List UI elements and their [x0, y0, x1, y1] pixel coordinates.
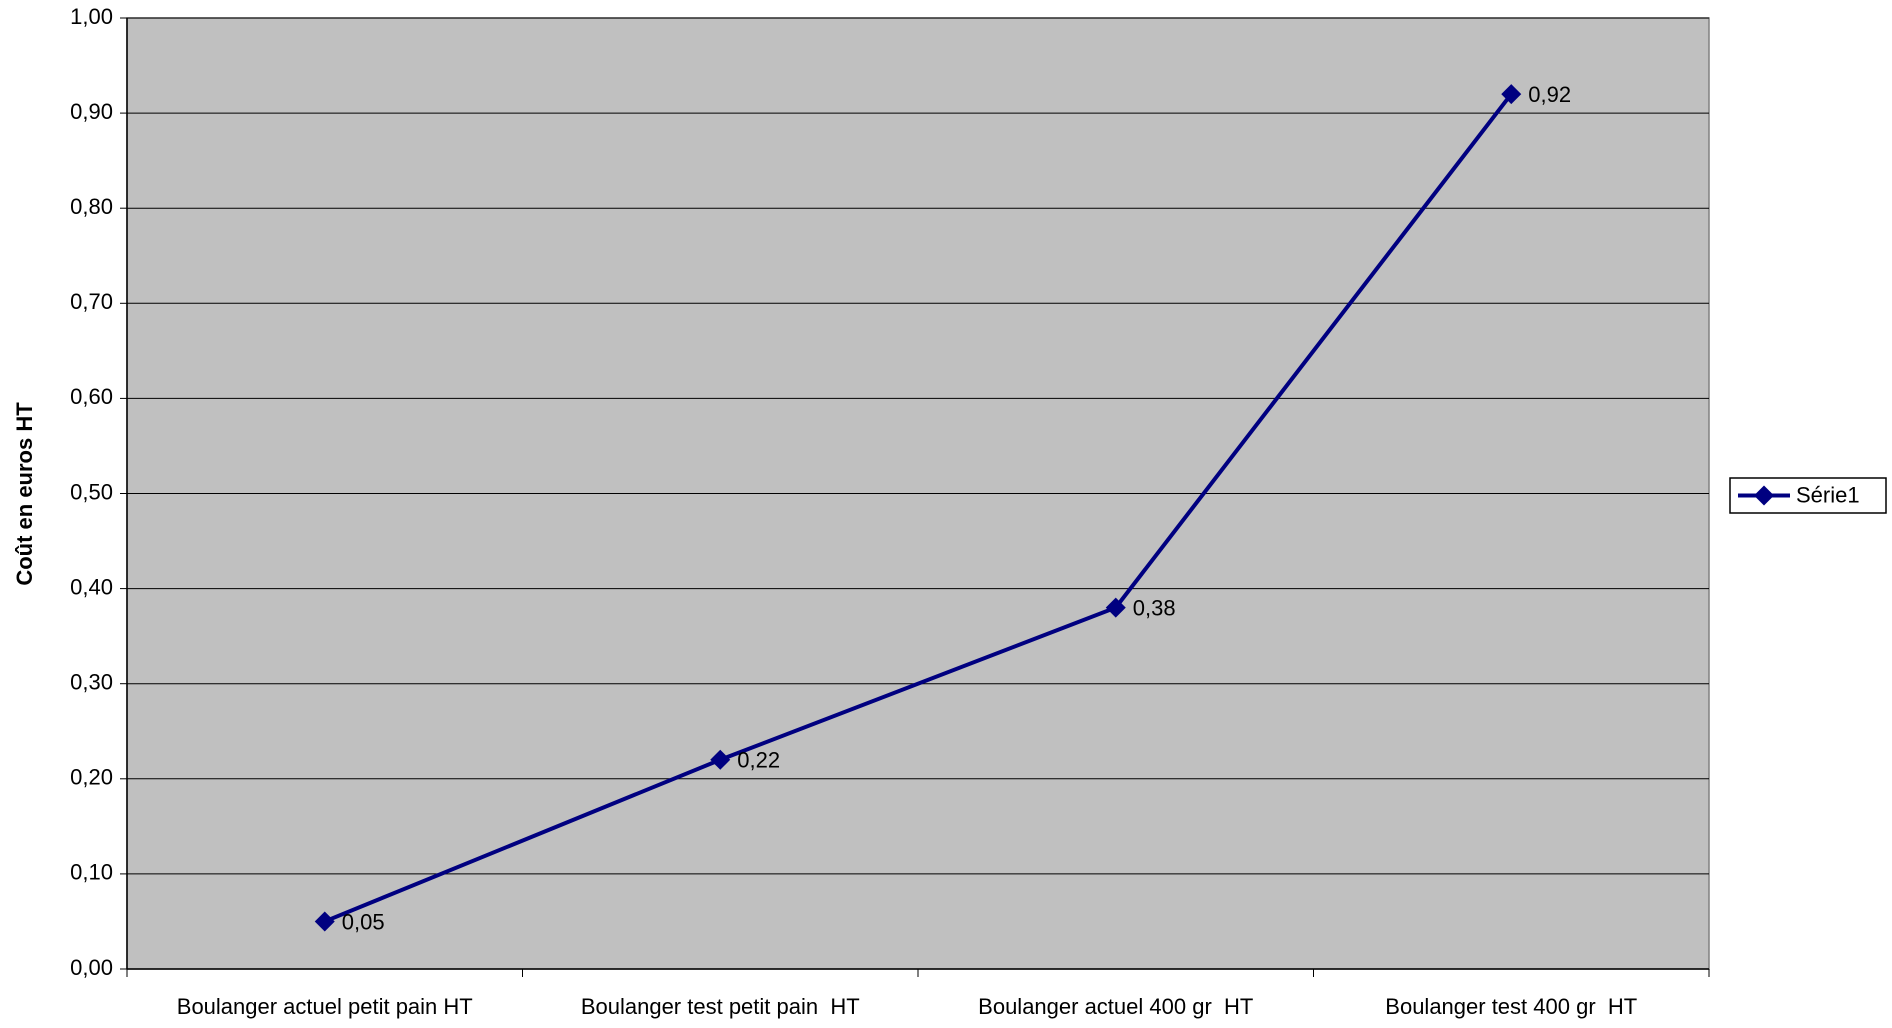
y-tick-label: 0,70: [70, 289, 113, 314]
y-tick-label: 0,80: [70, 194, 113, 219]
y-tick-label: 0,20: [70, 765, 113, 790]
y-tick-label: 0,40: [70, 574, 113, 599]
point-marker: [710, 749, 731, 770]
y-tick-label: 0,10: [70, 860, 113, 885]
data-label: 0,22: [737, 748, 780, 773]
legend-box: [1729, 477, 1887, 514]
y-tick-label: 0,50: [70, 479, 113, 504]
x-tick-label: Boulanger actuel petit pain HT: [177, 994, 473, 1019]
data-label: 0,05: [342, 909, 385, 934]
data-label: 0,92: [1528, 82, 1571, 107]
y-tick-label: 0,60: [70, 384, 113, 409]
point-marker: [1501, 84, 1522, 105]
legend-marker: [1754, 485, 1774, 506]
x-tick-label: Boulanger test petit pain HT: [581, 994, 860, 1019]
y-axis-label: Coût en euros HT: [12, 402, 37, 586]
legend-label: Série1: [1796, 482, 1860, 507]
data-label: 0,38: [1133, 595, 1176, 620]
x-tick-label: Boulanger test 400 gr HT: [1385, 994, 1637, 1019]
point-marker: [1105, 597, 1126, 618]
y-tick-label: 0,30: [70, 670, 113, 695]
series-line: [323, 92, 1513, 924]
y-tick-label: 1,00: [70, 4, 113, 29]
y-tick-label: 0,90: [70, 99, 113, 124]
x-tick-label: Boulanger actuel 400 gr HT: [978, 994, 1253, 1019]
y-tick-label: 0,00: [70, 955, 113, 980]
point-marker: [314, 911, 335, 932]
